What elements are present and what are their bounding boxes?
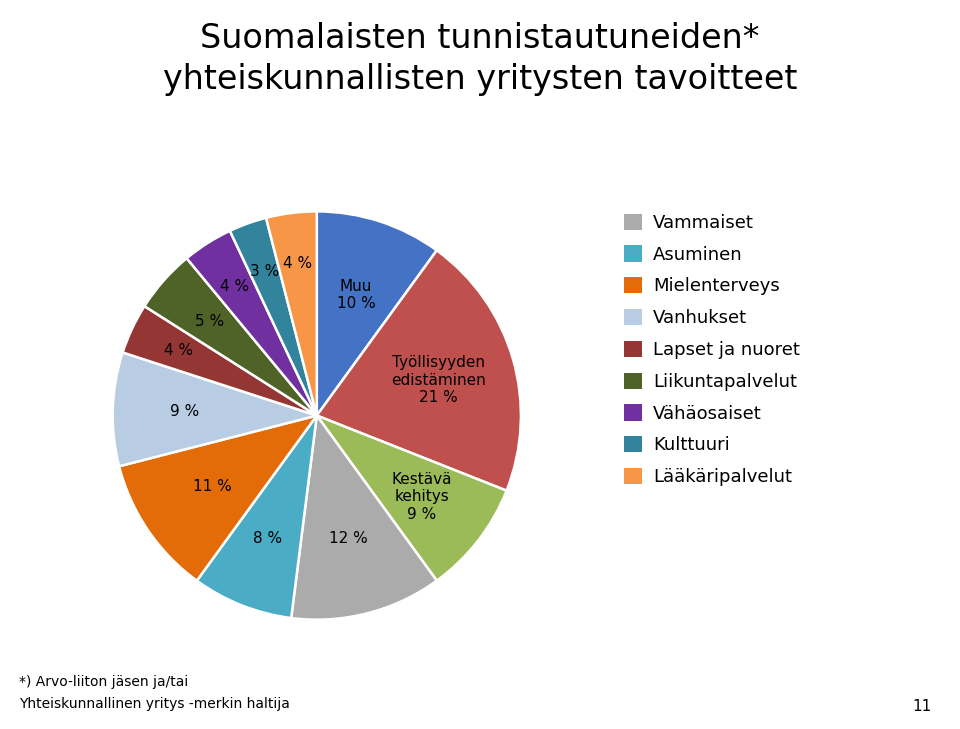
Wedge shape bbox=[112, 352, 317, 467]
Wedge shape bbox=[119, 416, 317, 581]
Text: 11 %: 11 % bbox=[193, 479, 231, 494]
Wedge shape bbox=[229, 218, 317, 416]
Text: 4 %: 4 % bbox=[283, 256, 312, 271]
Text: Muu
10 %: Muu 10 % bbox=[337, 279, 375, 311]
Wedge shape bbox=[197, 416, 317, 618]
Text: 8 %: 8 % bbox=[253, 531, 282, 547]
Legend: Vammaiset, Asuminen, Mielenterveys, Vanhukset, Lapset ja nuoret, Liikuntapalvelu: Vammaiset, Asuminen, Mielenterveys, Vanh… bbox=[618, 208, 805, 491]
Wedge shape bbox=[123, 306, 317, 416]
Text: *) Arvo-liiton jäsen ja/tai: *) Arvo-liiton jäsen ja/tai bbox=[19, 675, 188, 689]
Text: Työllisyyden
edistäminen
21 %: Työllisyyden edistäminen 21 % bbox=[391, 355, 486, 405]
Text: 11: 11 bbox=[912, 699, 931, 714]
Wedge shape bbox=[317, 250, 521, 491]
Text: 12 %: 12 % bbox=[329, 531, 368, 545]
Wedge shape bbox=[317, 211, 437, 416]
Wedge shape bbox=[186, 231, 317, 416]
Text: Kestävä
kehitys
9 %: Kestävä kehitys 9 % bbox=[392, 472, 452, 522]
Text: Yhteiskunnallinen yritys -merkin haltija: Yhteiskunnallinen yritys -merkin haltija bbox=[19, 697, 290, 711]
Text: 5 %: 5 % bbox=[195, 313, 225, 329]
Text: 4 %: 4 % bbox=[164, 343, 193, 358]
Text: 3 %: 3 % bbox=[251, 264, 279, 279]
Wedge shape bbox=[317, 416, 507, 581]
Text: Suomalaisten tunnistautuneiden*
yhteiskunnallisten yritysten tavoitteet: Suomalaisten tunnistautuneiden* yhteisku… bbox=[163, 22, 797, 95]
Wedge shape bbox=[144, 258, 317, 416]
Text: 4 %: 4 % bbox=[220, 278, 250, 294]
Text: 9 %: 9 % bbox=[170, 404, 199, 419]
Wedge shape bbox=[266, 211, 317, 416]
Wedge shape bbox=[291, 416, 437, 620]
